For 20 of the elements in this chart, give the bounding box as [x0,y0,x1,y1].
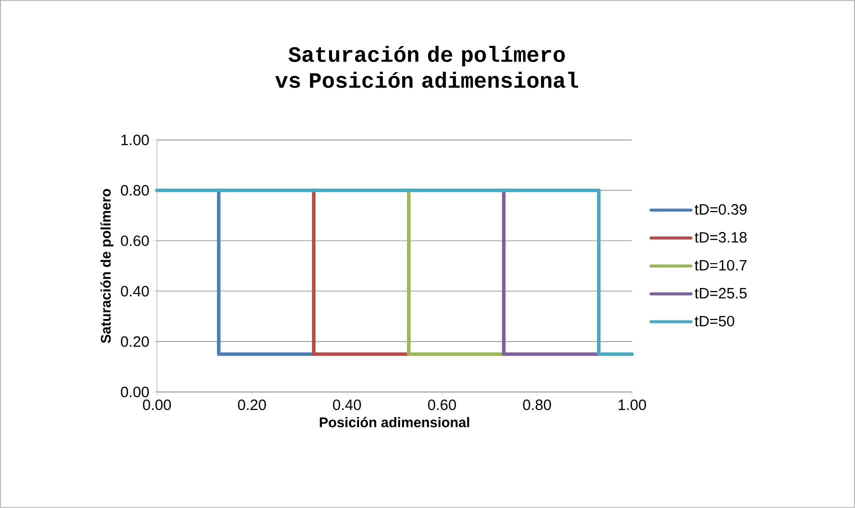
x-tick-label: 0.20 [238,400,266,410]
x-tick-label: 1.00 [618,400,646,410]
y-tick-label: 0.80 [120,185,149,196]
y-tick-label: 0.00 [120,386,149,398]
legend-label: tD=3.18 [694,232,747,243]
y-tick-label: 0.40 [120,286,149,296]
y-axis-title: Saturación de polímero [100,189,114,344]
y-tick-label: 0.60 [120,235,149,246]
y-tick-label: 0.20 [120,336,149,347]
x-tick-label: 0.60 [428,400,456,410]
legend-label: tD=0.39 [694,204,747,215]
x-tick-label: 0.00 [142,400,171,410]
legend-label: tD=10.7 [694,260,747,271]
legend-label: tD=50 [694,316,734,326]
chart-title: Saturación de polímero vs Posición adimensional [275,46,578,88]
x-axis-title: Posición adimensional [320,416,470,428]
legend-label: tD=25.5 [694,288,747,299]
x-tick-label: 0.40 [333,400,361,410]
x-tick-label: 0.80 [523,400,551,410]
y-tick-label: 1.00 [121,134,149,146]
